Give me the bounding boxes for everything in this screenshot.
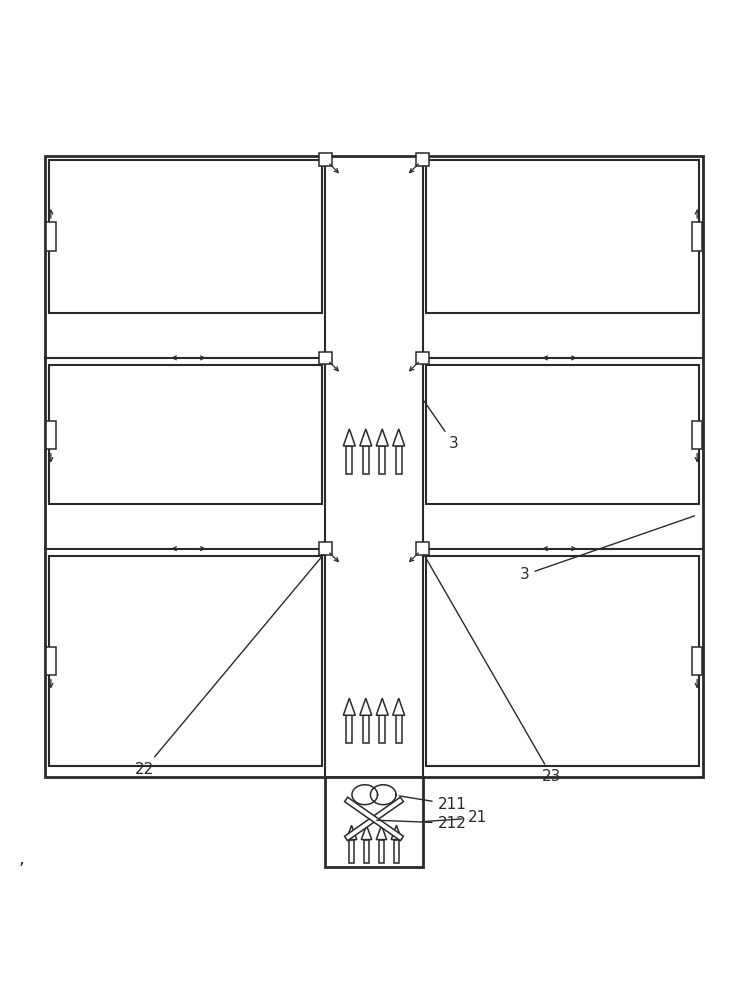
Bar: [49, 160, 322, 313]
Bar: [416, 352, 429, 364]
Bar: [693, 421, 702, 449]
Bar: [49, 556, 322, 766]
Polygon shape: [345, 797, 403, 841]
Polygon shape: [360, 429, 372, 446]
Text: ,: ,: [19, 850, 25, 868]
Polygon shape: [346, 825, 357, 840]
Bar: [693, 647, 702, 675]
Bar: [45, 156, 703, 777]
Bar: [325, 777, 423, 867]
Text: 21: 21: [426, 810, 487, 825]
Bar: [46, 222, 56, 251]
Bar: [426, 160, 699, 313]
Polygon shape: [393, 429, 405, 446]
Bar: [416, 542, 429, 555]
Polygon shape: [376, 429, 388, 446]
Bar: [319, 352, 331, 364]
Polygon shape: [345, 797, 403, 841]
Text: 23: 23: [424, 555, 562, 784]
Bar: [693, 222, 702, 251]
Polygon shape: [343, 698, 355, 715]
Polygon shape: [393, 698, 405, 715]
Text: 22: 22: [135, 554, 324, 777]
Polygon shape: [379, 715, 385, 743]
Bar: [319, 542, 331, 555]
Bar: [49, 365, 322, 504]
Polygon shape: [376, 698, 388, 715]
Bar: [46, 421, 56, 449]
Polygon shape: [343, 429, 355, 446]
Text: 3: 3: [520, 516, 694, 582]
Polygon shape: [346, 715, 352, 743]
Text: 3: 3: [424, 401, 459, 451]
Polygon shape: [396, 446, 402, 474]
Bar: [426, 556, 699, 766]
Bar: [319, 153, 331, 166]
Polygon shape: [393, 840, 399, 863]
Polygon shape: [396, 715, 402, 743]
Bar: [416, 153, 429, 166]
Polygon shape: [391, 825, 402, 840]
Polygon shape: [379, 446, 385, 474]
Polygon shape: [363, 446, 369, 474]
Polygon shape: [364, 840, 370, 863]
Bar: [46, 647, 56, 675]
Polygon shape: [346, 446, 352, 474]
Polygon shape: [360, 698, 372, 715]
Text: 212: 212: [377, 816, 467, 831]
Bar: [426, 365, 699, 504]
Polygon shape: [361, 825, 372, 840]
Polygon shape: [378, 840, 384, 863]
Polygon shape: [376, 825, 387, 840]
Polygon shape: [363, 715, 369, 743]
Text: 211: 211: [399, 796, 467, 812]
Polygon shape: [349, 840, 355, 863]
